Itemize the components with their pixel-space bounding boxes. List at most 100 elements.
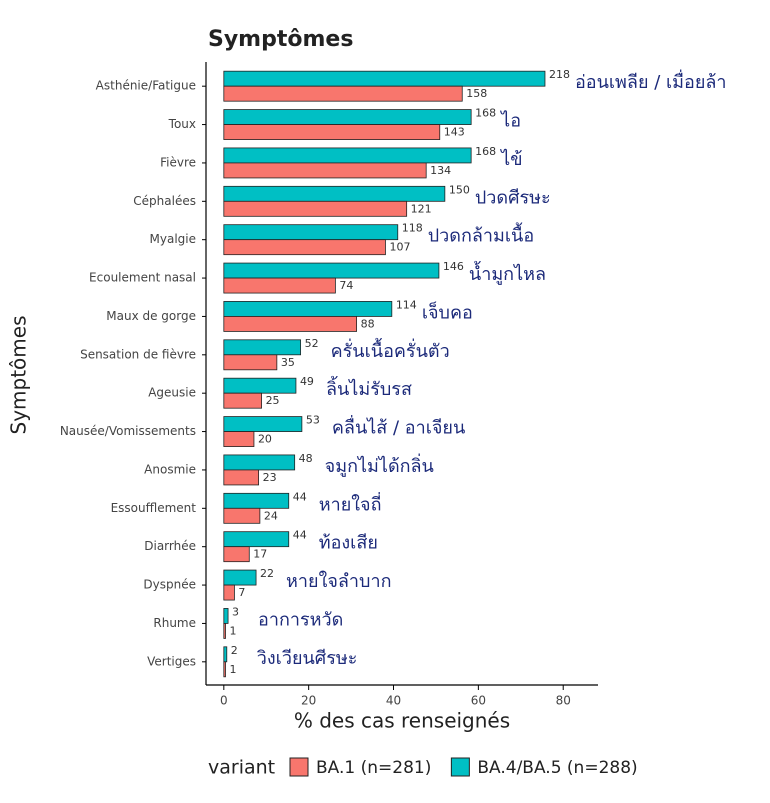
x-axis-title: % des cas renseignés [294, 709, 510, 733]
legend-key [450, 757, 470, 777]
data-label: 1 [230, 624, 237, 637]
data-label: 146 [443, 260, 464, 273]
bar [223, 339, 302, 356]
data-label: 168 [475, 107, 496, 120]
bar [223, 109, 472, 125]
x-tick-label: 80 [556, 694, 571, 708]
y-tick-label: Asthénie/Fatigue [96, 79, 196, 93]
bar [223, 661, 226, 678]
legend-label: BA.4/BA.5 (n=288) [477, 758, 637, 778]
x-tick-label: 60 [471, 694, 486, 708]
data-label: 23 [263, 471, 277, 484]
data-label: 17 [253, 548, 267, 561]
data-label: 134 [430, 164, 451, 177]
annotation: ไข้ [499, 148, 522, 170]
bar [223, 162, 427, 179]
bar [223, 608, 229, 624]
data-label: 24 [264, 509, 278, 522]
data-label: 218 [549, 68, 570, 81]
annotation: ลิ้นไม่รับรส [326, 376, 412, 400]
annotation: ครั่นเนื้อครั่นตัว [331, 338, 450, 362]
annotation: วิงเวียนศีรษะ [257, 648, 358, 669]
legend-key [289, 757, 309, 777]
y-tick-label: Sensation de fièvre [80, 347, 196, 361]
data-label: 143 [444, 126, 465, 139]
data-label: 121 [411, 202, 432, 215]
bar [223, 277, 336, 294]
annotation: ปวดกล้ามเนื้อ [428, 223, 534, 247]
x-tick-label: 20 [301, 694, 316, 708]
bar [223, 507, 261, 524]
annotation: ปวดศีรษะ [475, 187, 551, 208]
annotation: เจ็บคอ [422, 300, 473, 323]
x-tick-label: 40 [386, 694, 401, 708]
data-label: 22 [260, 567, 274, 580]
data-label: 35 [281, 356, 295, 369]
y-tick-label: Ageusie [148, 386, 196, 400]
bar [223, 262, 440, 279]
data-label: 74 [339, 279, 353, 292]
annotation: จมูกไม่ได้กลิ่น [325, 453, 434, 477]
y-tick-label: Ecoulement nasal [89, 271, 196, 285]
bar [223, 431, 255, 447]
data-label: 49 [300, 375, 314, 388]
data-label: 1 [230, 663, 237, 676]
bar [223, 301, 393, 317]
bar [223, 354, 278, 371]
bar [223, 147, 472, 164]
bar [223, 239, 386, 256]
annotation: อ่อนเพลีย / เมื่อยล้า [575, 69, 727, 93]
bar [223, 185, 446, 202]
bar [223, 569, 257, 586]
annotation: ไอ [499, 110, 521, 132]
bar [223, 124, 441, 140]
data-label: 52 [305, 337, 319, 350]
bar [223, 377, 297, 394]
y-tick-label: Myalgie [150, 232, 196, 246]
data-label: 44 [293, 490, 307, 503]
bar [223, 392, 262, 409]
data-label: 2 [231, 644, 238, 657]
data-label: 25 [266, 394, 280, 407]
y-tick-label: Dyspnée [143, 578, 196, 592]
bar [223, 492, 290, 509]
bar [223, 623, 226, 639]
data-label: 20 [258, 433, 272, 446]
bar [223, 85, 463, 102]
annotation: อาการหวัด [258, 609, 343, 630]
y-tick-label: Fièvre [160, 155, 196, 169]
bar [223, 200, 408, 217]
data-label: 168 [475, 145, 496, 158]
legend-label: BA.1 (n=281) [316, 758, 431, 778]
data-label: 48 [299, 452, 313, 465]
y-axis-title: Symptômes [7, 316, 31, 435]
bar [223, 531, 290, 548]
annotation: หายใจลำบาก [286, 570, 391, 592]
data-label: 53 [306, 414, 320, 427]
annotation: คลื่นไส้ / อาเจียน [332, 415, 465, 439]
bar [223, 469, 260, 486]
data-label: 88 [361, 317, 375, 330]
annotation: น้ำมูกไหล [469, 261, 546, 285]
chart-title: Symptômes [208, 27, 353, 52]
bar [223, 646, 228, 663]
y-tick-label: Essoufflement [111, 501, 197, 515]
data-label: 3 [232, 605, 239, 618]
y-tick-label: Nausée/Vomissements [60, 424, 196, 438]
y-tick-label: Vertiges [147, 654, 196, 668]
y-tick-label: Anosmie [144, 462, 196, 476]
bar [223, 224, 399, 241]
bar [223, 454, 296, 471]
data-label: 7 [238, 586, 245, 599]
x-tick-label: 0 [220, 694, 228, 708]
data-label: 107 [389, 241, 410, 254]
annotation: หายใจถี่ [319, 491, 382, 515]
legend-title: variant [208, 757, 275, 779]
bar [223, 584, 235, 601]
y-tick-label: Maux de gorge [106, 309, 196, 323]
bar [223, 416, 303, 432]
data-label: 150 [449, 183, 470, 196]
y-tick-label: Rhume [153, 616, 196, 630]
y-tick-label: Toux [168, 117, 196, 131]
